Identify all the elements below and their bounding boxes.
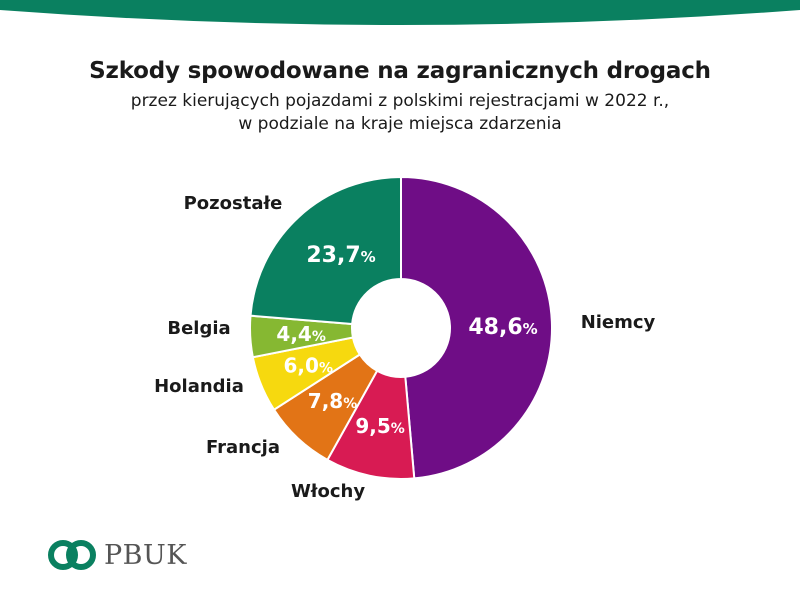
value-label-pozostale: 23,7% <box>306 243 375 268</box>
category-label-francja: Francja <box>206 437 280 458</box>
category-label-holandia: Holandia <box>154 376 244 397</box>
value-label-belgia: 4,4% <box>276 322 325 346</box>
slice-niemcy <box>400 175 553 480</box>
pbuk-logo-icon <box>48 540 96 570</box>
category-label-wlochy: Włochy <box>291 481 365 502</box>
pbuk-logo: PBUK <box>46 535 187 575</box>
category-label-niemcy: Niemcy <box>581 312 656 333</box>
value-label-niemcy: 48,6% <box>468 315 537 340</box>
chart-subtitle-line1: przez kierujących pojazdami z polskimi r… <box>130 91 670 111</box>
value-label-wlochy: 9,5% <box>355 414 404 438</box>
top-band <box>0 0 800 30</box>
value-label-holandia: 6,0% <box>284 354 333 378</box>
slice-pozostale <box>249 175 402 326</box>
chart-title: Szkody spowodowane na zagranicznych drog… <box>89 58 711 84</box>
value-label-francja: 7,8% <box>308 389 357 413</box>
logo-text: PBUK <box>104 539 187 571</box>
category-label-belgia: Belgia <box>167 318 230 339</box>
category-label-pozostale: Pozostałe <box>184 193 283 214</box>
chart-subtitle-line2: w podziale na kraje miejsca zdarzenia <box>238 114 562 134</box>
